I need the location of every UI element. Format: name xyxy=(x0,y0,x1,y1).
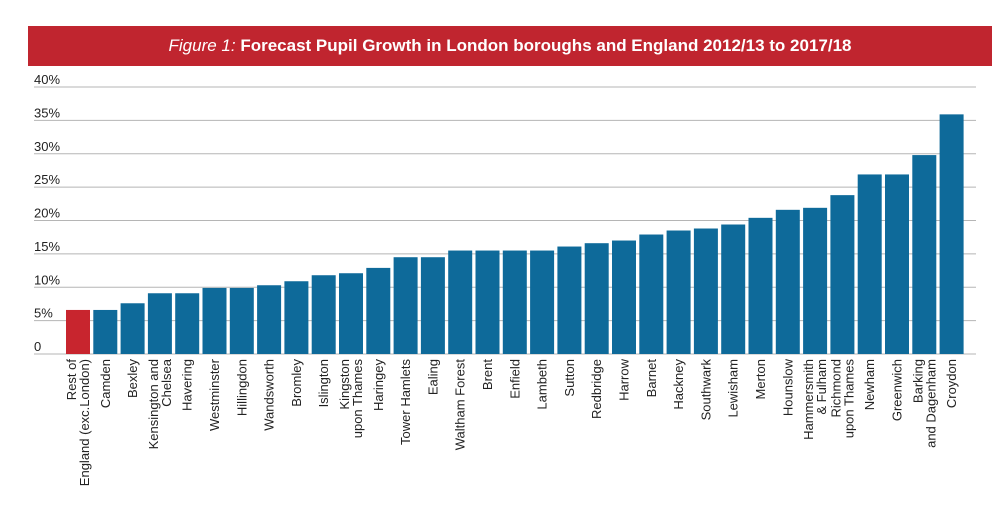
x-category-label: Rest of xyxy=(64,359,79,401)
y-tick-label: 30% xyxy=(34,139,60,154)
x-category-label: Hammersmith xyxy=(801,359,816,440)
bar-26 xyxy=(775,209,800,354)
y-axis-ticks: 0 5% 10% 15% 20% 25% 30% 35% 40% xyxy=(34,72,60,354)
title-bar: Figure 1: Forecast Pupil Growth in Londo… xyxy=(28,26,992,66)
x-category-label: Kingston xyxy=(337,359,352,410)
x-category-label: Haringey xyxy=(371,359,386,412)
bar-13 xyxy=(420,257,445,354)
y-tick-label: 25% xyxy=(34,172,60,187)
title-text: Forecast Pupil Growth in London boroughs… xyxy=(240,36,852,55)
x-category-label: Croydon xyxy=(944,359,959,408)
x-category-label: Lewisham xyxy=(726,359,741,418)
x-category-label: Harrow xyxy=(617,358,632,401)
x-category-label: Barking xyxy=(910,359,925,403)
y-tick-label: 0 xyxy=(34,339,41,354)
x-category-label: Newham xyxy=(862,359,877,410)
bar-7 xyxy=(257,285,282,354)
bar-25 xyxy=(748,217,773,354)
x-category-label: upon Thames xyxy=(841,359,856,439)
y-tick-label: 10% xyxy=(34,272,60,287)
bar-10 xyxy=(339,273,363,354)
bar-11 xyxy=(366,267,391,354)
y-tick-label: 15% xyxy=(34,239,60,254)
bar-6 xyxy=(229,287,254,354)
x-category-label: Bexley xyxy=(125,359,140,399)
x-category-label: Hounslow xyxy=(780,358,795,416)
bar-20 xyxy=(612,240,636,354)
x-category-label: Redbridge xyxy=(589,359,604,419)
x-category-label: Tower Hamlets xyxy=(398,359,413,445)
x-category-label: Bromley xyxy=(289,359,304,407)
bar-21 xyxy=(639,234,664,354)
x-category-label: England (exc.London) xyxy=(77,359,92,486)
bar-5 xyxy=(202,287,227,354)
x-category-label: upon Thames xyxy=(350,359,365,439)
bar-27 xyxy=(803,207,828,354)
bar-31 xyxy=(912,155,937,354)
x-category-label: Waltham Forest xyxy=(453,359,468,451)
bar-18 xyxy=(557,246,582,354)
x-category-label: Merton xyxy=(753,359,768,399)
bar-14 xyxy=(448,250,473,354)
bars xyxy=(66,114,964,355)
x-category-label: Barnet xyxy=(644,359,659,398)
bar-22 xyxy=(666,230,691,354)
bar-8 xyxy=(284,281,309,354)
x-category-label: Camden xyxy=(98,359,113,408)
x-category-label: & Fulham xyxy=(814,359,829,415)
y-tick-label: 40% xyxy=(34,72,60,87)
bar-9 xyxy=(311,275,336,354)
bar-2 xyxy=(120,303,145,354)
x-category-label: and Dagenham xyxy=(923,359,938,448)
bar-19 xyxy=(584,243,609,354)
x-category-label: Lambeth xyxy=(535,359,550,410)
bar-29 xyxy=(857,174,882,354)
bar-15 xyxy=(475,250,500,354)
x-category-label: Kensington and xyxy=(146,359,161,449)
y-tick-label: 35% xyxy=(34,105,60,120)
bar-30 xyxy=(885,174,909,354)
x-category-label: Sutton xyxy=(562,359,577,397)
bar-0 xyxy=(66,309,90,354)
x-category-label: Islington xyxy=(316,359,331,407)
bar-16 xyxy=(502,250,527,354)
figure-label: Figure 1: xyxy=(168,36,236,55)
x-category-label: Hillingdon xyxy=(234,359,249,416)
y-tick-label: 5% xyxy=(34,306,53,321)
x-category-label: Havering xyxy=(180,359,195,411)
x-category-label: Richmond xyxy=(828,359,843,418)
bar-28 xyxy=(830,195,855,354)
x-category-label: Westminster xyxy=(207,358,222,431)
x-category-label: Chelsea xyxy=(159,358,174,406)
y-tick-label: 20% xyxy=(34,206,60,221)
x-category-label: Greenwich xyxy=(890,359,905,421)
bar-4 xyxy=(175,293,200,354)
x-category-label: Southwark xyxy=(698,359,713,421)
x-category-label: Ealing xyxy=(425,359,440,395)
bar-24 xyxy=(721,224,746,354)
bar-3 xyxy=(147,293,172,354)
x-category-label: Enfield xyxy=(507,359,522,399)
x-category-label: Wandsworth xyxy=(262,359,277,431)
bar-32 xyxy=(939,114,964,355)
bar-1 xyxy=(93,309,118,354)
bar-17 xyxy=(530,250,555,354)
chart-title: Figure 1: Forecast Pupil Growth in Londo… xyxy=(28,26,992,66)
x-category-label: Hackney xyxy=(671,359,686,410)
bar-23 xyxy=(693,228,718,354)
x-category-label: Brent xyxy=(480,359,495,390)
bar-12 xyxy=(393,257,418,354)
